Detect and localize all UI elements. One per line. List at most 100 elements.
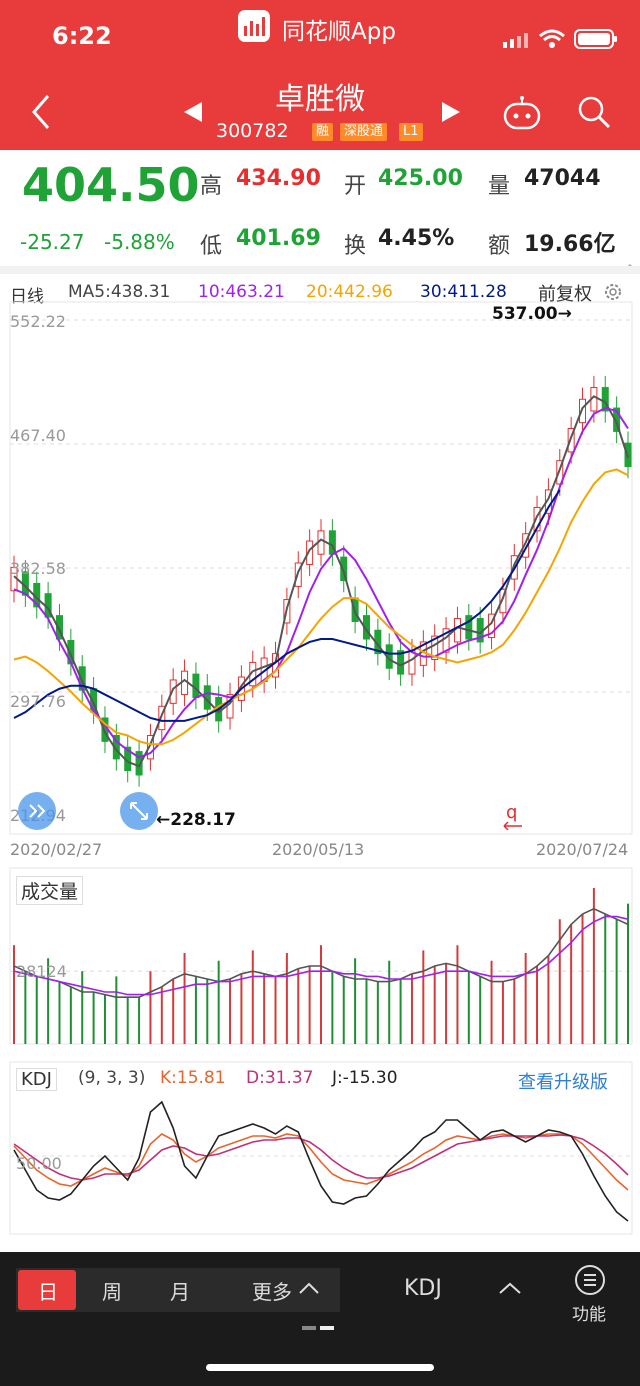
candle — [146, 735, 154, 760]
page-indicator — [302, 1326, 316, 1330]
tab-day[interactable]: 日 — [38, 1280, 58, 1304]
candle — [533, 506, 541, 532]
ma10-label: 10:463.21 — [198, 282, 285, 302]
collapse-icon[interactable] — [18, 792, 56, 830]
kdj-line-k — [13, 1133, 629, 1191]
tag-connect: 深股通 — [340, 123, 388, 141]
ma-line-ma20 — [13, 468, 629, 746]
settings-icon[interactable] — [602, 281, 624, 303]
kdj-params: (9, 3, 3) — [78, 1068, 146, 1088]
kdj-panel-frame — [9, 1061, 633, 1235]
next-stock-icon[interactable] — [440, 100, 462, 124]
volume-volume-ma-purple — [13, 915, 629, 996]
high-value: 434.90 — [236, 166, 321, 191]
status-time: 6:22 — [52, 22, 112, 50]
ex-rights-icon: q — [502, 802, 526, 831]
kdj-d-value: D:31.37 — [246, 1068, 314, 1088]
indicator-select[interactable]: KDJ — [404, 1276, 442, 1301]
chevron-up-icon[interactable] — [498, 1280, 522, 1296]
high-label: 高 — [200, 174, 223, 199]
kdj-line-j — [13, 1100, 629, 1222]
candle — [158, 705, 166, 731]
turnover-label: 换 — [344, 234, 367, 259]
chevron-up-icon[interactable] — [298, 1280, 320, 1296]
candle — [465, 615, 473, 640]
ytick-label: 467.40 — [10, 426, 66, 445]
kdj-tick: 50.00 — [16, 1154, 62, 1173]
bottom-bar: 日 周 月 更多 KDJ 功能 — [0, 1252, 640, 1386]
tab-day-bg — [18, 1270, 76, 1310]
volume-tick: 28124 — [16, 962, 67, 981]
price-chart[interactable] — [0, 0, 640, 1252]
adjust-label[interactable]: 前复权 — [538, 284, 592, 305]
candle — [579, 398, 587, 424]
logo-bars — [244, 17, 265, 36]
turnover-value: 4.45% — [378, 226, 455, 251]
ma20-label: 20:442.96 — [306, 282, 393, 302]
xtick-label: 2020/07/24 — [536, 840, 629, 859]
robot-icon[interactable] — [502, 96, 542, 130]
fullscreen-icon[interactable] — [120, 792, 158, 830]
candle — [55, 615, 63, 640]
app-logo-icon — [238, 10, 270, 42]
candle — [169, 679, 177, 704]
candle — [522, 533, 530, 558]
ma-line-ma30 — [13, 489, 561, 722]
wifi-icon — [538, 28, 566, 50]
ma-line-ma5 — [13, 395, 629, 768]
ytick-label: 382.58 — [10, 559, 66, 578]
candle — [192, 673, 200, 698]
home-indicator — [206, 1364, 434, 1371]
function-label[interactable]: 功能 — [572, 1305, 606, 1325]
candle — [431, 635, 439, 660]
tab-more[interactable]: 更多 — [252, 1280, 292, 1304]
tag-level: L1 — [399, 123, 423, 141]
stock-code: 300782 — [216, 120, 289, 142]
search-icon[interactable] — [576, 94, 612, 130]
min-annotation: ←228.17 — [156, 810, 236, 830]
ytick-label: 552.22 — [10, 312, 66, 331]
prev-stock-icon[interactable] — [182, 100, 204, 124]
ytick-label: 297.76 — [10, 692, 66, 711]
max-annotation: 537.00→ — [492, 304, 572, 324]
open-label: 开 — [344, 174, 367, 199]
tag-margin: 融 — [312, 123, 334, 141]
price-change: -25.27 — [20, 230, 85, 254]
ma30-label: 30:411.28 — [420, 282, 507, 302]
divider — [0, 266, 640, 274]
candle — [306, 540, 314, 565]
header: 6:22 同花顺App 卓胜微 300782 融 深股通 L1 — [0, 0, 640, 150]
low-label: 低 — [200, 234, 223, 259]
back-icon[interactable] — [28, 92, 54, 132]
open-value: 425.00 — [378, 166, 463, 191]
tab-month[interactable]: 月 — [170, 1280, 190, 1304]
menu-icon[interactable] — [574, 1264, 606, 1296]
candle — [408, 650, 416, 675]
candle — [340, 556, 348, 582]
price-change-pct: -5.88% — [104, 230, 175, 254]
candle — [135, 751, 143, 776]
svg-text:q: q — [506, 802, 517, 823]
current-price: 404.50 — [22, 158, 200, 212]
volume-title[interactable]: 成交量 — [16, 876, 84, 905]
kdj-title[interactable]: KDJ — [16, 1068, 57, 1091]
kdj-line-d — [13, 1134, 629, 1181]
kdj-j-value: J:-15.30 — [332, 1068, 398, 1088]
signal-icon — [503, 32, 529, 48]
xtick-label: 2020/05/13 — [272, 840, 365, 859]
xtick-label: 2020/02/27 — [10, 840, 103, 859]
volume-value: 47044 — [524, 166, 601, 191]
candle — [613, 407, 621, 432]
app-title: 同花顺App — [282, 19, 396, 45]
candle — [397, 650, 405, 675]
stock-name: 卓胜微 — [275, 82, 365, 117]
candle — [601, 387, 609, 412]
candle — [181, 670, 189, 696]
candle — [556, 460, 564, 485]
upgrade-link[interactable]: 查看升级版 — [518, 1072, 608, 1093]
page-indicator-active — [320, 1326, 334, 1330]
low-value: 401.69 — [236, 226, 321, 251]
candle — [499, 588, 507, 614]
tab-week[interactable]: 周 — [102, 1280, 122, 1304]
amount-label: 额 — [488, 234, 511, 259]
